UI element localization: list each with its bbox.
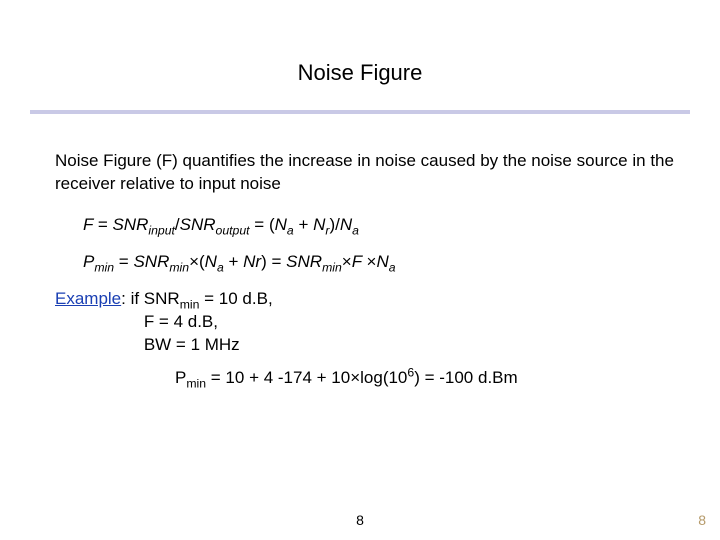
example-line1b: = 10 d.B,	[199, 289, 272, 308]
eq2-na: N	[205, 252, 217, 271]
eq2-snrmin: SNR	[133, 252, 169, 271]
example-line3: BW = 1 MHz	[144, 335, 240, 354]
final-a: = 10 + 4 -174 + 10×log(10	[206, 368, 407, 387]
eq1-snrout-sub: output	[216, 223, 250, 237]
example-line1a: : if SNR	[121, 289, 180, 308]
slide: Noise Figure Noise Figure (F) quantifies…	[0, 0, 720, 540]
eq1-na2: N	[340, 215, 352, 234]
eq1-eq: =	[98, 215, 113, 234]
page-number-right: 8	[698, 512, 706, 528]
eq1-snrout: SNR	[180, 215, 216, 234]
equation-f: F = SNRinput/SNRoutput = (Na + Nr)/Na	[83, 214, 675, 237]
eq2-close: ) =	[261, 252, 286, 271]
final-p-sub: min	[186, 376, 206, 390]
equation-pmin: Pmin = SNRmin×(Na + Nr) = SNRmin×F ×Na	[83, 251, 675, 274]
eq2-p: P	[83, 252, 94, 271]
example-line1-sub: min	[180, 297, 200, 311]
example-label: Example	[55, 289, 121, 308]
example-block: Example: if SNRmin = 10 d.B, Example: if…	[55, 288, 675, 357]
eq2-nr: Nr	[243, 252, 261, 271]
eq2-snrmin2: SNR	[286, 252, 322, 271]
eq2-F: F	[352, 252, 362, 271]
eq1-lhs: F	[83, 215, 93, 234]
equation-final: Pmin = 10 + 4 -174 + 10×log(106) = -100 …	[175, 367, 675, 390]
eq2-na2-sub: a	[389, 260, 396, 274]
eq2-p-sub: min	[94, 260, 114, 274]
eq2-times2: ×	[342, 252, 352, 271]
divider	[30, 110, 690, 114]
final-b: ) = -100 d.Bm	[414, 368, 517, 387]
eq2-eq: =	[119, 252, 134, 271]
eq1-na: N	[275, 215, 287, 234]
eq2-times3: ×	[367, 252, 377, 271]
eq2-na2: N	[376, 252, 388, 271]
intro-text: Noise Figure (F) quantifies the increase…	[55, 150, 675, 196]
eq2-times1: ×(	[189, 252, 205, 271]
eq1-close: )/	[329, 215, 339, 234]
eq1-eq2: = (	[254, 215, 274, 234]
eq1-snrin: SNR	[112, 215, 148, 234]
eq2-snrmin2-sub: min	[322, 260, 342, 274]
example-line2: F = 4 d.B,	[144, 312, 218, 331]
final-p: P	[175, 368, 186, 387]
eq1-plus: +	[298, 215, 313, 234]
eq2-snrmin-sub: min	[169, 260, 189, 274]
eq1-nr: N	[313, 215, 325, 234]
slide-title: Noise Figure	[0, 60, 720, 86]
eq1-na-sub: a	[287, 223, 294, 237]
eq1-snrin-sub: input	[148, 223, 175, 237]
eq2-na-sub: a	[217, 260, 224, 274]
eq2-plus: +	[229, 252, 244, 271]
eq1-na2-sub: a	[352, 223, 359, 237]
page-number-center: 8	[0, 512, 720, 528]
body: Noise Figure (F) quantifies the increase…	[55, 150, 675, 390]
